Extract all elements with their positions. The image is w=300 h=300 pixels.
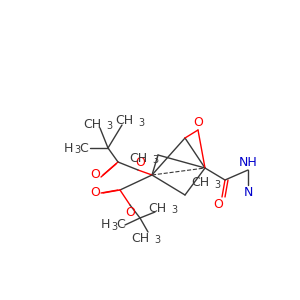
- Text: 3: 3: [214, 180, 220, 190]
- Text: O: O: [90, 169, 100, 182]
- Text: C: C: [116, 218, 125, 232]
- Text: CH: CH: [115, 115, 133, 128]
- Text: 3: 3: [111, 222, 117, 232]
- Text: CH: CH: [148, 202, 166, 214]
- Text: H: H: [63, 142, 73, 154]
- Text: O: O: [213, 199, 223, 212]
- Text: O: O: [193, 116, 203, 128]
- Text: C: C: [79, 142, 88, 154]
- Text: CH: CH: [129, 152, 147, 164]
- Text: H: H: [100, 218, 110, 232]
- Text: CH: CH: [191, 176, 209, 190]
- Text: 3: 3: [74, 145, 80, 155]
- Text: N: N: [243, 187, 253, 200]
- Text: 3: 3: [106, 121, 112, 131]
- Text: O: O: [125, 206, 135, 220]
- Text: NH: NH: [238, 155, 257, 169]
- Text: 3: 3: [152, 155, 158, 165]
- Text: 3: 3: [154, 235, 160, 245]
- Text: O: O: [135, 155, 145, 169]
- Text: 3: 3: [171, 205, 177, 215]
- Text: CH: CH: [131, 232, 149, 244]
- Text: 3: 3: [138, 118, 144, 128]
- Text: CH: CH: [83, 118, 101, 130]
- Text: O: O: [90, 187, 100, 200]
